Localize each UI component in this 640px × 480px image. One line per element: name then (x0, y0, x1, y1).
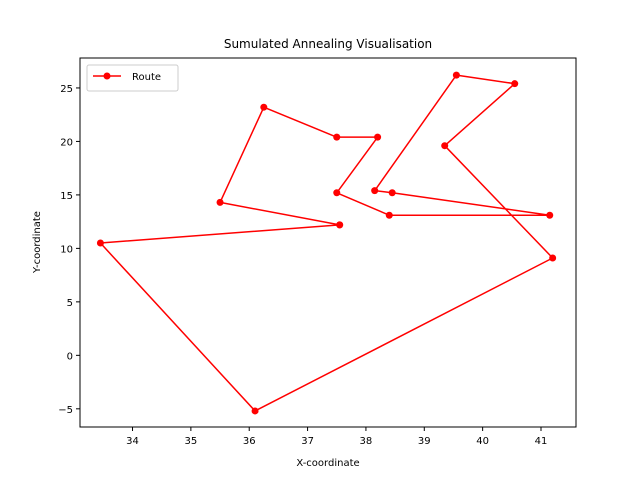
chart-title: Sumulated Annealing Visualisation (224, 37, 432, 51)
x-tick-label: 35 (185, 436, 198, 447)
route-line (99, 74, 554, 412)
route-point (385, 211, 393, 219)
y-tick-label: 15 (60, 191, 73, 202)
x-axis-title: X-coordinate (296, 458, 359, 469)
route-point (260, 103, 268, 111)
x-tick-label: 38 (360, 436, 373, 447)
x-tick-label: 40 (476, 436, 489, 447)
route-point (371, 187, 379, 195)
y-tick-label: 10 (60, 244, 73, 255)
route-point (333, 133, 341, 141)
route-point (374, 133, 382, 141)
route-point (452, 71, 460, 79)
route-point (336, 221, 344, 229)
x-tick-label: 37 (301, 436, 314, 447)
x-tick-label: 41 (535, 436, 548, 447)
legend-box (86, 64, 179, 92)
y-tick-label: −5 (58, 405, 73, 416)
legend: Route (86, 64, 179, 92)
x-tick-label: 39 (418, 436, 431, 447)
route-point (388, 189, 396, 197)
legend-marker-swatch (103, 72, 111, 80)
y-axis-title: Y-coordinate (32, 211, 43, 274)
y-axis: −5 0 5 10 15 20 25 (58, 84, 80, 416)
route-point (511, 80, 519, 88)
legend-label-route: Route (132, 72, 161, 83)
x-axis: 34 35 36 37 38 39 40 41 (126, 427, 547, 447)
y-tick-label: 5 (67, 298, 73, 309)
route-point (96, 239, 104, 247)
route-point (546, 211, 554, 219)
route-point (333, 189, 341, 197)
route-point (549, 254, 557, 262)
route-point (251, 407, 259, 415)
y-tick-label: 25 (60, 84, 73, 95)
x-tick-label: 36 (243, 436, 256, 447)
plot-frame (79, 57, 577, 428)
y-tick-label: 20 (60, 137, 73, 148)
route-point (216, 198, 224, 206)
x-tick-label: 34 (126, 436, 139, 447)
y-tick-label: 0 (67, 351, 73, 362)
plot-area (96, 71, 557, 415)
route-point (441, 142, 449, 150)
